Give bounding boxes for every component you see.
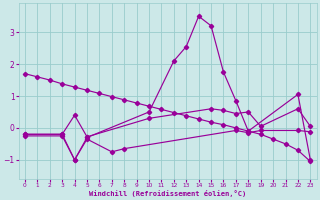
X-axis label: Windchill (Refroidissement éolien,°C): Windchill (Refroidissement éolien,°C)	[89, 190, 246, 197]
